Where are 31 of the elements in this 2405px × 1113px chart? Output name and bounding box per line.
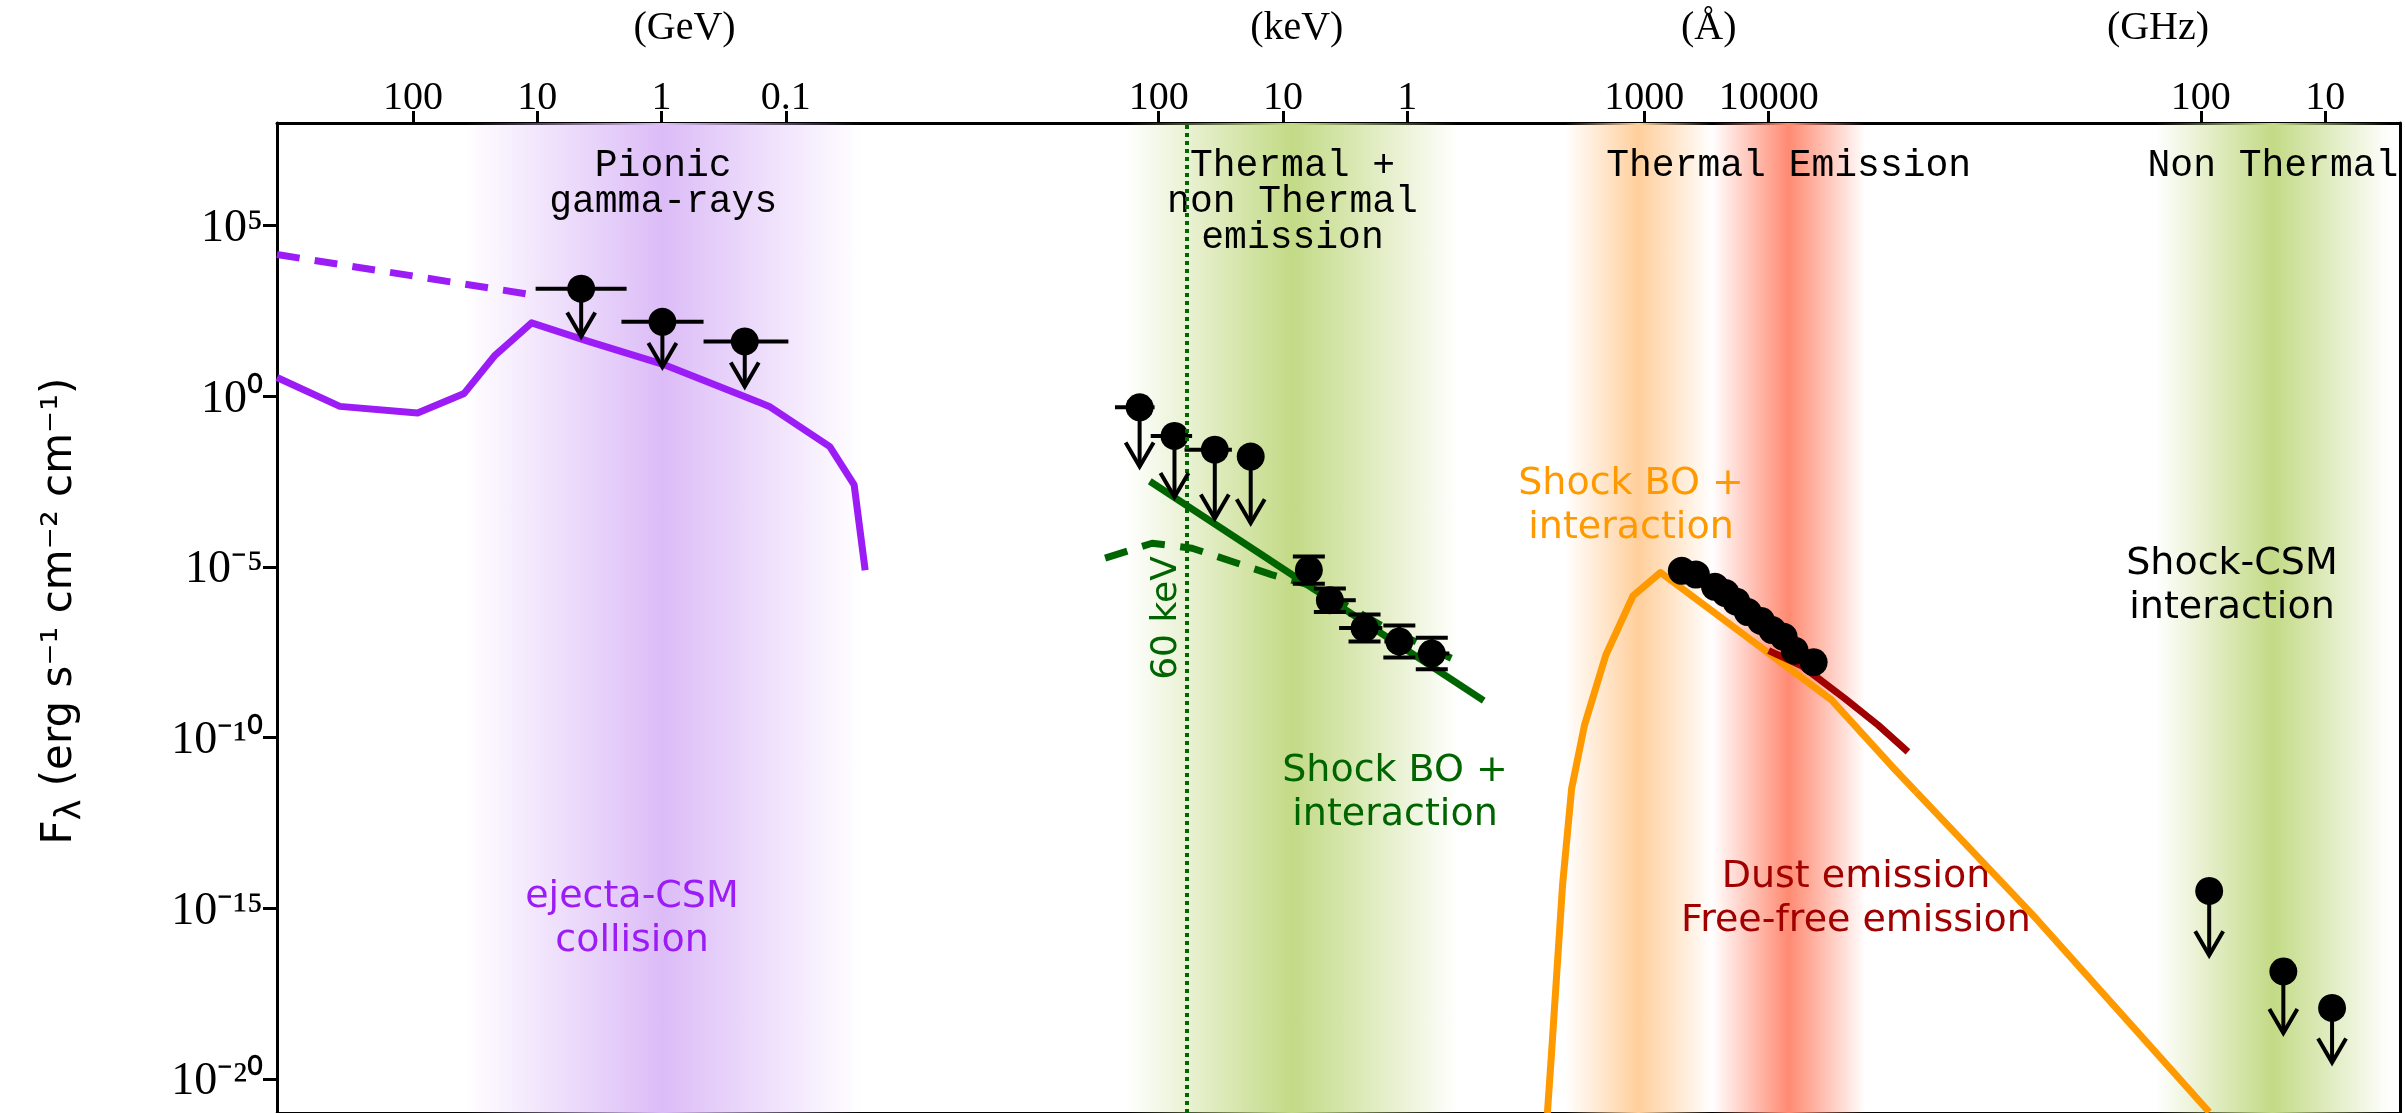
series-label: Shock BO + interaction — [1518, 459, 1744, 547]
y-tick-label: 10⁻⁵ — [184, 541, 263, 593]
x-tick-label: 100 — [382, 72, 443, 118]
band-label: Non Thermal — [2147, 143, 2399, 187]
band-label: Pionic gamma-rays — [549, 143, 778, 223]
x-tick-label: 1000 — [1604, 72, 1685, 118]
band-label: Thermal Emission — [1606, 143, 1972, 187]
x-axis-title: (GeV) — [633, 2, 736, 48]
x-tick-label: 10 — [2305, 72, 2346, 118]
x-tick-label: 10 — [517, 72, 558, 118]
x-tick-label: 100 — [2170, 72, 2231, 118]
x-axis-title: (Å) — [1680, 2, 1737, 48]
x-tick-label: 0.1 — [760, 72, 811, 118]
text: Shock-CSM interaction — [2126, 539, 2338, 627]
x-tick-label: 10000 — [1718, 72, 1819, 118]
x-tick-label: 1 — [651, 72, 672, 118]
y-tick-label: 10⁰ — [201, 370, 263, 422]
text: ejecta-CSM collision — [525, 872, 739, 960]
x-tick-label: 1 — [1397, 72, 1418, 118]
band-label: Thermal + non Thermal emission — [1167, 143, 1418, 259]
x-tick-label: 100 — [1128, 72, 1189, 118]
series-label: Shock BO + interaction — [1282, 746, 1508, 834]
y-tick-label: 10⁻¹⁰ — [171, 711, 263, 763]
ref-line-label: 60 keV — [1142, 555, 1184, 680]
y-tick-label: 10⁵ — [200, 199, 263, 251]
y-tick-label: 10⁻²⁰ — [171, 1053, 263, 1105]
x-tick-label: 10 — [1263, 72, 1304, 118]
x-axis-title: (keV) — [1250, 2, 1344, 48]
x-axis-title: (GHz) — [2106, 2, 2210, 48]
text: Dust emission Free-free emission — [1681, 852, 2031, 940]
y-tick-label: 10⁻¹⁵ — [171, 882, 263, 934]
